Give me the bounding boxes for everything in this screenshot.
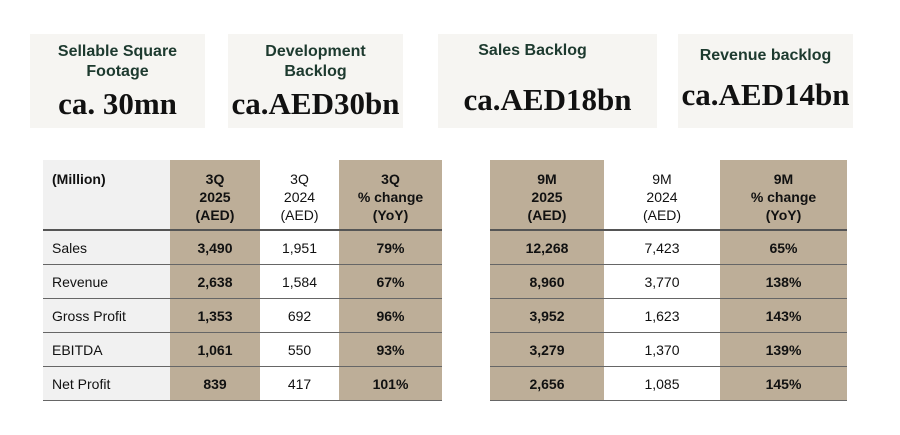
header-9m-change: 9M% change (YoY) [720, 160, 847, 231]
table-cell: 8,960 [490, 264, 604, 299]
table-cell: 3,952 [490, 298, 604, 333]
table-cell: 79% [339, 230, 442, 265]
table-cell: 1,085 [604, 366, 720, 401]
table-row: 3,279 1,370 139% [490, 332, 847, 367]
row-label: EBITDA [43, 332, 170, 367]
table-row: Sales 3,490 1,951 79% [43, 230, 442, 265]
table-cell: 139% [720, 332, 847, 367]
table-cell: 145% [720, 366, 847, 401]
table-cell: 550 [260, 332, 339, 367]
table-cell: 417 [260, 366, 339, 401]
header-9m-2025: 9M 2025 (AED) [490, 160, 604, 231]
table-cell: 96% [339, 298, 442, 333]
table-cell: 839 [170, 366, 260, 401]
row-label: Net Profit [43, 366, 170, 401]
card-development-backlog: Development Backlog ca.AED30bn [228, 34, 403, 128]
header-9m-2024: 9M 2024 (AED) [604, 160, 720, 231]
table-cell: 93% [339, 332, 442, 367]
header-3q-change: 3Q% change (YoY) [339, 160, 442, 231]
table-cell: 1,061 [170, 332, 260, 367]
card-sales-backlog: Sales Backlog ca.AED18bn [438, 34, 657, 128]
card-value: ca.AED18bn [463, 82, 632, 117]
header-3q-2024: 3Q 2024 (AED) [260, 160, 339, 231]
table-cell: 2,638 [170, 264, 260, 299]
table-cell: 12,268 [490, 230, 604, 265]
corner-label: (Million) [43, 160, 170, 231]
card-revenue-backlog: Revenue backlog ca.AED14bn [678, 34, 853, 128]
quarter-results-table: (Million) 3Q 2025 (AED) 3Q 2024 (AED) 3Q% ch… [43, 160, 442, 401]
table-cell: 1,370 [604, 332, 720, 367]
table-cell: 3,490 [170, 230, 260, 265]
table-cell: 65% [720, 230, 847, 265]
table-cell: 1,353 [170, 298, 260, 333]
table-cell: 692 [260, 298, 339, 333]
card-title: Development Backlog [265, 43, 366, 80]
table-row: EBITDA 1,061 550 93% [43, 332, 442, 367]
table-row: 12,268 7,423 65% [490, 230, 847, 265]
table-row: Gross Profit 1,353 692 96% [43, 298, 442, 333]
table-cell: 138% [720, 264, 847, 299]
table-header-row: 9M 2025 (AED) 9M 2024 (AED) 9M% change (YoY) [490, 160, 847, 231]
card-title: Revenue backlog [699, 47, 832, 64]
table-cell: 3,770 [604, 264, 720, 299]
table-row: 3,952 1,623 143% [490, 298, 847, 333]
table-cell: 1,584 [260, 264, 339, 299]
header-3q-2025: 3Q 2025 (AED) [170, 160, 260, 231]
table-cell: 2,656 [490, 366, 604, 401]
ytd-results-table: 9M 2025 (AED) 9M 2024 (AED) 9M% change (YoY) … [490, 160, 847, 401]
table-row: 2,656 1,085 145% [490, 366, 847, 401]
row-label: Revenue [43, 264, 170, 299]
table-cell: 3,279 [490, 332, 604, 367]
table-header-row: (Million) 3Q 2025 (AED) 3Q 2024 (AED) 3Q% ch… [43, 160, 442, 231]
card-sellable-square-footage: Sellable Square Footage ca. 30mn [30, 34, 205, 128]
table-cell: 1,623 [604, 298, 720, 333]
table-row: Revenue 2,638 1,584 67% [43, 264, 442, 299]
row-label: Sales [43, 230, 170, 265]
card-value: ca.AED30bn [231, 86, 400, 121]
table-row: Net Profit 839 417 101% [43, 366, 442, 401]
table-cell: 101% [339, 366, 442, 401]
card-title: Sales Backlog [478, 42, 587, 59]
row-label: Gross Profit [43, 298, 170, 333]
table-cell: 67% [339, 264, 442, 299]
table-cell: 7,423 [604, 230, 720, 265]
table-row: 8,960 3,770 138% [490, 264, 847, 299]
table-cell: 1,951 [260, 230, 339, 265]
card-title: Sellable Square Footage [57, 43, 178, 80]
table-cell: 143% [720, 298, 847, 333]
card-value: ca.AED14bn [681, 77, 850, 112]
card-value: ca. 30mn [58, 86, 177, 121]
